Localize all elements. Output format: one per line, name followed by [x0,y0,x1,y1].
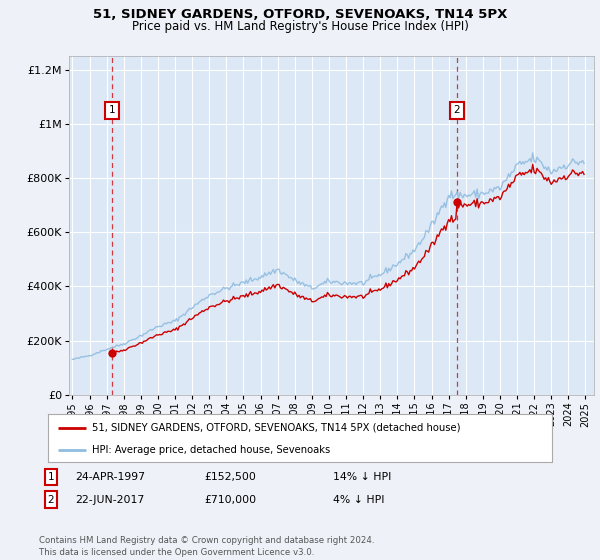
Text: 51, SIDNEY GARDENS, OTFORD, SEVENOAKS, TN14 5PX: 51, SIDNEY GARDENS, OTFORD, SEVENOAKS, T… [93,8,507,21]
Text: Contains HM Land Registry data © Crown copyright and database right 2024.
This d: Contains HM Land Registry data © Crown c… [39,536,374,557]
Text: HPI: Average price, detached house, Sevenoaks: HPI: Average price, detached house, Seve… [92,445,331,455]
Text: 51, SIDNEY GARDENS, OTFORD, SEVENOAKS, TN14 5PX (detached house): 51, SIDNEY GARDENS, OTFORD, SEVENOAKS, T… [92,423,461,433]
Text: Price paid vs. HM Land Registry's House Price Index (HPI): Price paid vs. HM Land Registry's House … [131,20,469,32]
Text: 14% ↓ HPI: 14% ↓ HPI [333,472,391,482]
Text: £152,500: £152,500 [204,472,256,482]
Text: £710,000: £710,000 [204,494,256,505]
Text: 2: 2 [47,494,55,505]
Text: 24-APR-1997: 24-APR-1997 [75,472,145,482]
Text: 1: 1 [47,472,55,482]
Text: 4% ↓ HPI: 4% ↓ HPI [333,494,385,505]
Text: 1: 1 [109,105,115,115]
Text: 22-JUN-2017: 22-JUN-2017 [75,494,144,505]
Text: 2: 2 [454,105,460,115]
